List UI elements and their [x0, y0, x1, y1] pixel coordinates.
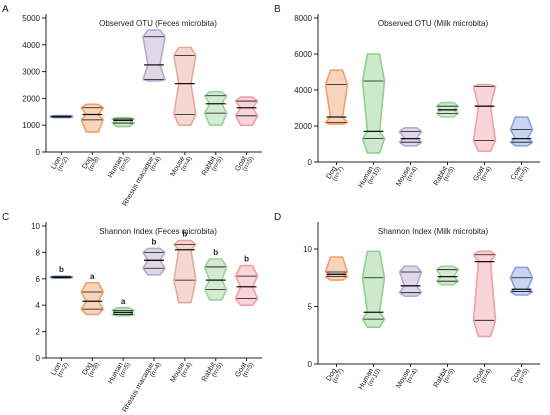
- significance-letter: b: [152, 237, 157, 246]
- significance-letter: b: [244, 255, 249, 264]
- violin: [398, 265, 423, 297]
- violin: [173, 46, 197, 126]
- violin: [361, 53, 386, 154]
- significance-letter: b: [182, 230, 187, 239]
- violin: [324, 69, 349, 125]
- significance-letter: b: [59, 265, 64, 274]
- panel-letter: D: [274, 212, 281, 223]
- violin: [234, 264, 259, 306]
- y-tick-label: 6: [36, 275, 41, 284]
- significance-letter: a: [90, 272, 95, 281]
- chart-title: Observed OTU (Feces microbita): [99, 19, 217, 28]
- y-tick-label: 0: [36, 354, 41, 363]
- panel-a: A Observed OTU (Feces microbita) 0 1000 2000…: [2, 4, 262, 207]
- violin: [509, 266, 534, 296]
- y-tick-label: 5: [308, 303, 313, 312]
- violin: [509, 116, 534, 147]
- y-tick-label: 2000: [294, 122, 312, 131]
- panel-letter: A: [2, 4, 9, 15]
- panel-c: C Shannon Index (Feces microbita) 0 2 4 6 8 10 b…: [2, 212, 262, 413]
- y-tick-label: 8000: [294, 14, 312, 23]
- violin: [173, 239, 197, 304]
- y-tick-label: 10: [303, 245, 312, 254]
- significance-letter: a: [121, 297, 126, 306]
- y-tick-label: 0: [308, 360, 313, 369]
- significance-letter: b: [213, 248, 218, 257]
- panel-letter: C: [2, 212, 9, 223]
- y-tick-label: 8: [36, 248, 41, 257]
- y-tick-label: 1000: [22, 121, 40, 130]
- violin: [80, 281, 105, 316]
- y-tick-label: 2: [36, 328, 41, 337]
- y-tick-label: 0: [36, 148, 41, 157]
- y-tick-label: 0: [308, 158, 313, 167]
- panel-letter: B: [274, 4, 281, 15]
- y-tick-label: 4000: [294, 86, 312, 95]
- chart-title: Shannon Index (Milk microbita): [378, 227, 489, 236]
- violin: [472, 250, 497, 338]
- y-tick-label: 5000: [22, 14, 40, 23]
- y-tick-label: 3000: [22, 68, 40, 77]
- violin: [398, 127, 423, 147]
- violin: [142, 29, 166, 82]
- chart-title: Shannon Index (Feces microbita): [99, 227, 217, 236]
- violin: [435, 265, 460, 286]
- violin: [361, 250, 386, 328]
- violin: [234, 96, 259, 126]
- violin: [203, 258, 228, 301]
- violin: [111, 307, 135, 317]
- violin: [472, 83, 497, 152]
- y-tick-label: 6000: [294, 50, 312, 59]
- panel-b: B Observed OTU (Milk microbita) 0 2000 4000 6…: [274, 4, 540, 189]
- violin: [203, 90, 228, 126]
- violin: [80, 103, 105, 133]
- y-tick-label: 4000: [22, 41, 40, 50]
- y-tick-label: 2000: [22, 94, 40, 103]
- y-tick-label: 10: [31, 222, 40, 231]
- y-tick-label: 4: [36, 301, 41, 310]
- chart-title: Observed OTU (Milk microbita): [378, 19, 489, 28]
